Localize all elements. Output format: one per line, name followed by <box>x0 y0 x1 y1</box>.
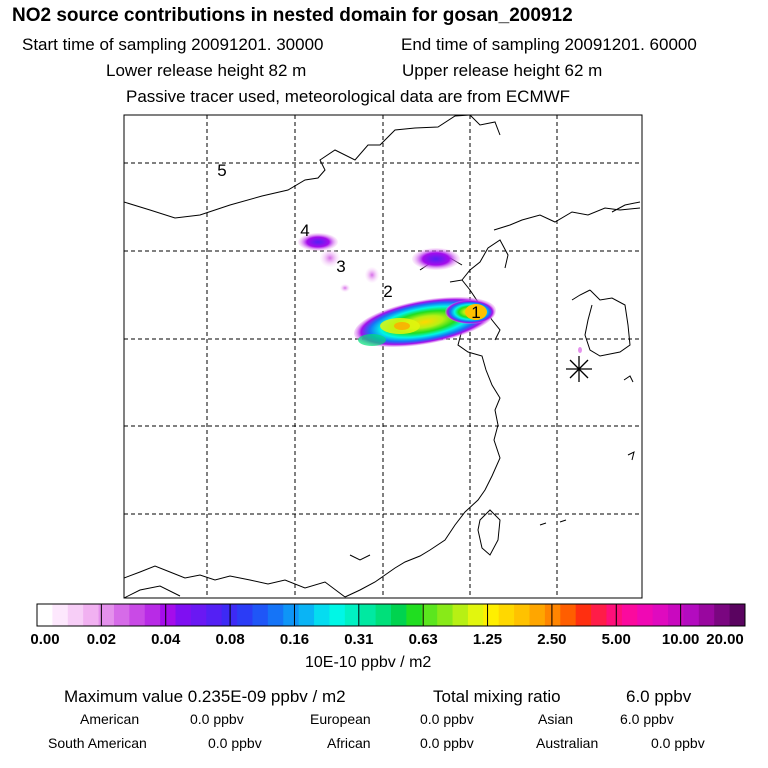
colorbar-swatch <box>652 604 669 626</box>
colorbar-swatch <box>113 604 130 626</box>
region-name-australian: Australian <box>536 735 599 751</box>
colorbar-swatch <box>421 604 438 626</box>
concentration-field <box>298 233 582 353</box>
colorbar-tick-label: 20.00 <box>706 631 744 648</box>
colorbar-swatch <box>175 604 192 626</box>
colorbar-tick-label: 0.04 <box>151 631 181 648</box>
colorbar-tick-label: 0.00 <box>30 631 60 648</box>
colorbar-unit: 10E-10 ppbv / m2 <box>305 654 432 671</box>
coastlines <box>124 115 641 598</box>
colorbar-swatch <box>144 604 161 626</box>
colorbar-swatch <box>668 604 684 626</box>
colorbar-swatch <box>329 604 346 626</box>
colorbar-swatch <box>391 604 407 626</box>
colorbar-tick-label: 0.31 <box>344 631 374 648</box>
colorbar-swatch <box>437 604 454 626</box>
region-name-american: American <box>80 711 140 727</box>
start-time: Start time of sampling 20091201. 30000 <box>22 35 324 54</box>
upper-release-height: Upper release height 62 m <box>402 61 603 80</box>
colorbar-swatch <box>529 604 546 626</box>
colorbar <box>36 603 746 627</box>
colorbar-swatch <box>514 604 531 626</box>
colorbar-tick-label: 5.00 <box>601 631 631 648</box>
colorbar-swatch <box>237 604 253 626</box>
colorbar-swatch <box>544 604 561 626</box>
lower-release-height: Lower release height 82 m <box>106 61 307 80</box>
colorbar-border <box>36 603 746 627</box>
region-name-african: African <box>327 735 371 751</box>
colorbar-tick-label: 0.08 <box>215 631 245 648</box>
figure-title: NO2 source contributions in nested domai… <box>12 5 573 26</box>
colorbar-swatch <box>160 604 177 626</box>
colorbar-swatch <box>575 604 592 626</box>
source-label-5: 5 <box>217 161 226 180</box>
region-value-australian: 0.0 ppbv <box>651 735 705 751</box>
tracer-note: Passive tracer used, meteorological data… <box>126 87 571 106</box>
colorbar-swatch <box>483 604 500 626</box>
source-label-3: 3 <box>336 257 345 276</box>
colorbar-swatch <box>267 604 284 626</box>
region-name-european: European <box>310 711 371 727</box>
source-label-2: 2 <box>383 282 392 301</box>
colorbar-swatch <box>714 604 731 626</box>
colorbar-swatch <box>375 604 392 626</box>
colorbar-swatch <box>683 604 700 626</box>
colorbar-swatch <box>283 604 300 626</box>
region-value-american: 0.0 ppbv <box>190 711 244 727</box>
region-name-asian: Asian <box>538 711 574 727</box>
colorbar-swatch <box>252 604 269 626</box>
region-name-south-american: South American <box>48 735 147 751</box>
colorbar-swatch <box>452 604 469 626</box>
colorbar-swatch <box>37 604 53 626</box>
colorbar-swatch <box>637 604 654 626</box>
colorbar-swatch <box>206 604 223 626</box>
maximum-value: Maximum value 0.235E-09 ppbv / m2 <box>64 687 346 706</box>
colorbar-swatch <box>83 604 100 626</box>
colorbar-swatch <box>606 604 623 626</box>
colorbar-swatch <box>560 604 577 626</box>
colorbar-swatch <box>344 604 361 626</box>
colorbar-swatch <box>406 604 423 626</box>
source-label-4: 4 <box>300 221 309 240</box>
colorbar-swatch <box>314 604 330 626</box>
colorbar-swatch <box>67 604 84 626</box>
colorbar-swatch <box>621 604 638 626</box>
end-time: End time of sampling 20091201. 60000 <box>401 35 697 54</box>
total-mixing-label: Total mixing ratio <box>433 687 561 706</box>
region-value-asian: 6.0 ppbv <box>620 711 674 727</box>
colorbar-swatch <box>360 604 377 626</box>
colorbar-swatch <box>591 604 607 626</box>
colorbar-tick-label: 0.63 <box>408 631 438 648</box>
colorbar-swatch <box>52 604 69 626</box>
colorbar-tick-label: 1.25 <box>472 631 503 648</box>
total-mixing-value: 6.0 ppbv <box>626 687 692 706</box>
colorbar-swatch <box>729 604 746 626</box>
colorbar-tick-label: 2.50 <box>537 631 567 648</box>
colorbar-swatch <box>190 604 207 626</box>
colorbar-tick-label: 0.02 <box>86 631 116 648</box>
source-label-1: 1 <box>471 303 480 322</box>
colorbar-swatch <box>298 604 315 626</box>
colorbar-swatch <box>467 604 484 626</box>
region-value-european: 0.0 ppbv <box>420 711 474 727</box>
colorbar-swatch <box>698 604 715 626</box>
colorbar-swatch <box>129 604 146 626</box>
region-value-south-american: 0.0 ppbv <box>208 735 262 751</box>
receptor-star-icon <box>566 356 592 382</box>
region-value-african: 0.0 ppbv <box>420 735 474 751</box>
colorbar-swatch <box>98 604 115 626</box>
colorbar-tick-label: 0.16 <box>279 631 310 648</box>
colorbar-tick-label: 10.00 <box>661 631 700 648</box>
colorbar-swatch <box>498 604 515 626</box>
